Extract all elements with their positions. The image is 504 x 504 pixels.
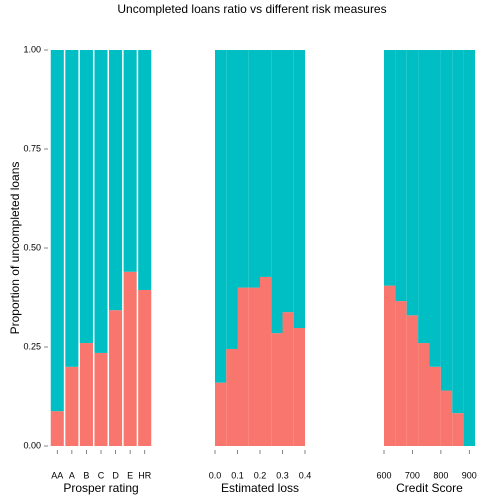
- bar-segment: [79, 343, 93, 446]
- histogram-segment: [293, 50, 305, 328]
- x-axis-label: Estimated loss: [221, 481, 299, 495]
- histogram-segment: [452, 50, 464, 414]
- bar-segment: [50, 411, 64, 446]
- y-tick-label: 0.50: [23, 242, 41, 252]
- y-tick-label: 1.00: [23, 44, 41, 54]
- histogram-segment: [293, 327, 305, 446]
- bar-segment: [109, 50, 123, 311]
- histogram-segment: [271, 50, 283, 334]
- bar-segment: [79, 50, 93, 344]
- x-tick-label: 0.2: [254, 470, 267, 480]
- x-tick-label: 0.3: [276, 470, 289, 480]
- histogram-segment: [282, 50, 294, 313]
- histogram-segment: [237, 287, 249, 446]
- bar-segment: [138, 50, 152, 290]
- histogram-segment: [418, 343, 430, 446]
- x-tick-label: C: [98, 470, 105, 480]
- y-tick-label: 0.00: [23, 440, 41, 450]
- x-tick-label: 0.4: [299, 470, 312, 480]
- bar-segment: [50, 50, 64, 412]
- bar-segment: [109, 310, 123, 446]
- x-axis-label: Prosper rating: [63, 481, 138, 495]
- histogram-segment: [395, 301, 407, 446]
- histogram-segment: [260, 50, 272, 277]
- histogram-segment: [429, 366, 441, 446]
- histogram-segment: [260, 276, 272, 446]
- x-tick-label: HR: [138, 470, 151, 480]
- histogram-segment: [384, 50, 396, 286]
- histogram-segment: [282, 312, 294, 446]
- x-tick-label: D: [112, 470, 119, 480]
- bar-segment: [65, 50, 79, 367]
- x-tick-label: 0.0: [209, 470, 222, 480]
- bar-segment: [123, 50, 137, 272]
- histogram-segment: [429, 50, 441, 367]
- histogram-segment: [226, 348, 238, 446]
- histogram-segment: [418, 50, 430, 344]
- x-tick-label: AA: [51, 470, 63, 480]
- histogram-segment: [248, 50, 260, 288]
- x-tick-label: E: [127, 470, 133, 480]
- x-axis-label: Credit Score: [396, 481, 463, 495]
- histogram-segment: [440, 50, 453, 391]
- bar-segment: [123, 271, 137, 446]
- bar-segment: [65, 366, 79, 446]
- bar-segment: [94, 50, 108, 353]
- histogram-segment: [463, 50, 475, 446]
- histogram-segment: [271, 333, 283, 446]
- histogram-segment: [452, 413, 464, 446]
- bar-segment: [138, 289, 152, 446]
- histogram-segment: [237, 50, 249, 288]
- histogram-segment: [226, 50, 238, 349]
- x-tick-label: B: [83, 470, 89, 480]
- x-tick-label: A: [69, 470, 75, 480]
- bar-segment: [94, 352, 108, 446]
- x-tick-label: 600: [376, 470, 391, 480]
- histogram-segment: [215, 382, 227, 446]
- histogram-segment: [395, 50, 407, 302]
- histogram-segment: [384, 285, 396, 446]
- x-tick-label: 800: [433, 470, 448, 480]
- chart-title: Uncompleted loans ratio vs different ris…: [117, 2, 386, 16]
- histogram-segment: [215, 50, 227, 383]
- x-tick-label: 700: [405, 470, 420, 480]
- x-tick-label: 0.1: [231, 470, 244, 480]
- histogram-segment: [406, 50, 419, 316]
- x-tick-label: 900: [462, 470, 477, 480]
- histogram-segment: [248, 287, 260, 446]
- y-tick-label: 0.75: [23, 143, 41, 153]
- y-tick-label: 0.25: [23, 341, 41, 351]
- y-axis-label: Proportion of uncompleted loans: [8, 162, 22, 335]
- histogram-segment: [440, 390, 453, 446]
- histogram-segment: [406, 315, 419, 446]
